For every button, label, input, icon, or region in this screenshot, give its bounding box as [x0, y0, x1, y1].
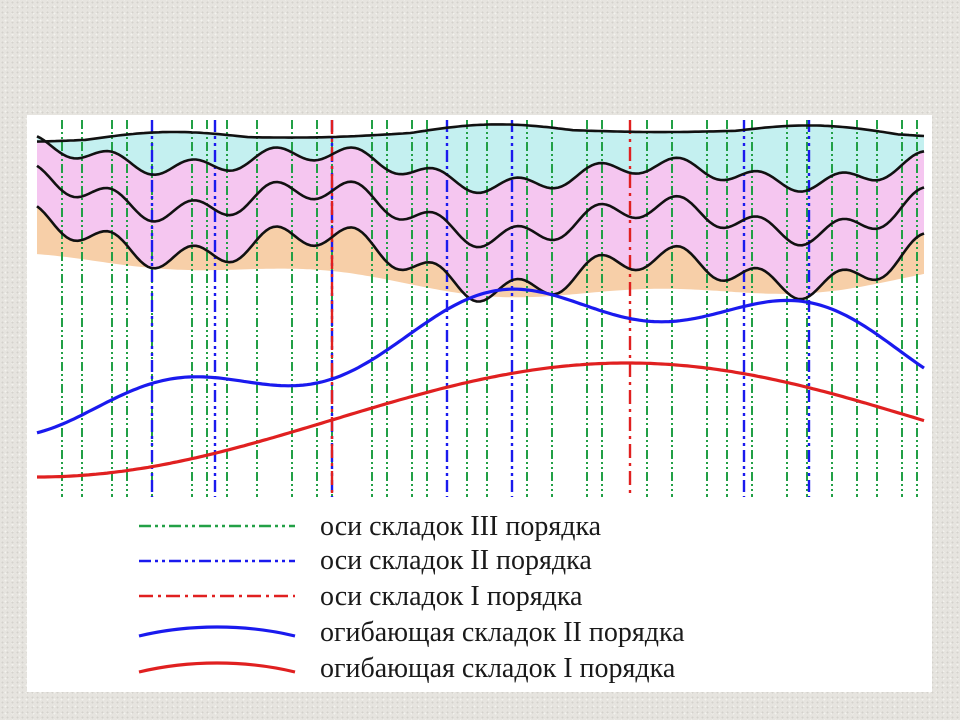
- fold-line-1: [36, 135, 925, 195]
- fold-line-3: [36, 205, 925, 303]
- layer-cyan: [37, 124, 924, 193]
- legend-samples: [138, 524, 296, 674]
- envelope-order-ii: [36, 287, 925, 435]
- fold-line-2: [36, 164, 925, 249]
- layer-pink: [37, 136, 924, 302]
- fold-top: [36, 123, 925, 143]
- envelope-order-i: [37, 361, 925, 479]
- rock-layer-fills: [37, 124, 924, 302]
- fold-diagram: [36, 120, 925, 674]
- axes-order-i: [330, 120, 632, 497]
- layer-orange: [37, 206, 924, 302]
- fold-envelopes: [36, 287, 925, 479]
- fold-boundary-lines: [36, 123, 925, 303]
- diagram-card: оси складок III порядка оси складок II п…: [27, 115, 932, 692]
- legend-sample-envelope-i: [138, 661, 296, 674]
- legend-sample-envelope-ii: [138, 625, 296, 638]
